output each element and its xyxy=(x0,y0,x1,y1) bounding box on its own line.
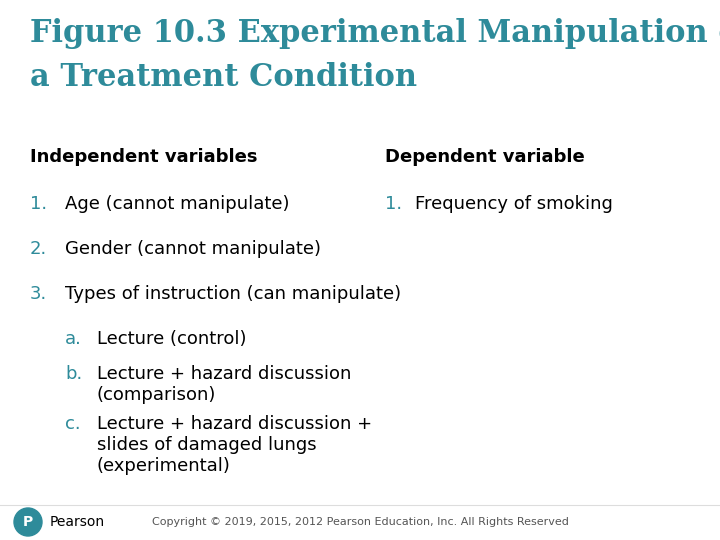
Text: Lecture + hazard discussion +
slides of damaged lungs
(experimental): Lecture + hazard discussion + slides of … xyxy=(97,415,372,475)
Text: Independent variables: Independent variables xyxy=(30,148,258,166)
Text: Gender (cannot manipulate): Gender (cannot manipulate) xyxy=(65,240,321,258)
Text: Age (cannot manipulate): Age (cannot manipulate) xyxy=(65,195,289,213)
Text: a Treatment Condition: a Treatment Condition xyxy=(30,62,417,93)
Text: Pearson: Pearson xyxy=(50,515,105,529)
Text: c.: c. xyxy=(65,415,81,433)
Text: Types of instruction (can manipulate): Types of instruction (can manipulate) xyxy=(65,285,401,303)
Text: a.: a. xyxy=(65,330,82,348)
Text: Frequency of smoking: Frequency of smoking xyxy=(415,195,613,213)
Text: Figure 10.3 Experimental Manipulation of: Figure 10.3 Experimental Manipulation of xyxy=(30,18,720,49)
Text: Copyright © 2019, 2015, 2012 Pearson Education, Inc. All Rights Reserved: Copyright © 2019, 2015, 2012 Pearson Edu… xyxy=(152,517,568,527)
Text: 1.: 1. xyxy=(385,195,402,213)
Text: Lecture + hazard discussion
(comparison): Lecture + hazard discussion (comparison) xyxy=(97,365,351,404)
Text: 1.: 1. xyxy=(30,195,47,213)
Text: Lecture (control): Lecture (control) xyxy=(97,330,246,348)
Text: 3.: 3. xyxy=(30,285,48,303)
Circle shape xyxy=(14,508,42,536)
Text: Dependent variable: Dependent variable xyxy=(385,148,585,166)
Text: P: P xyxy=(23,515,33,529)
Text: b.: b. xyxy=(65,365,82,383)
Text: 2.: 2. xyxy=(30,240,48,258)
